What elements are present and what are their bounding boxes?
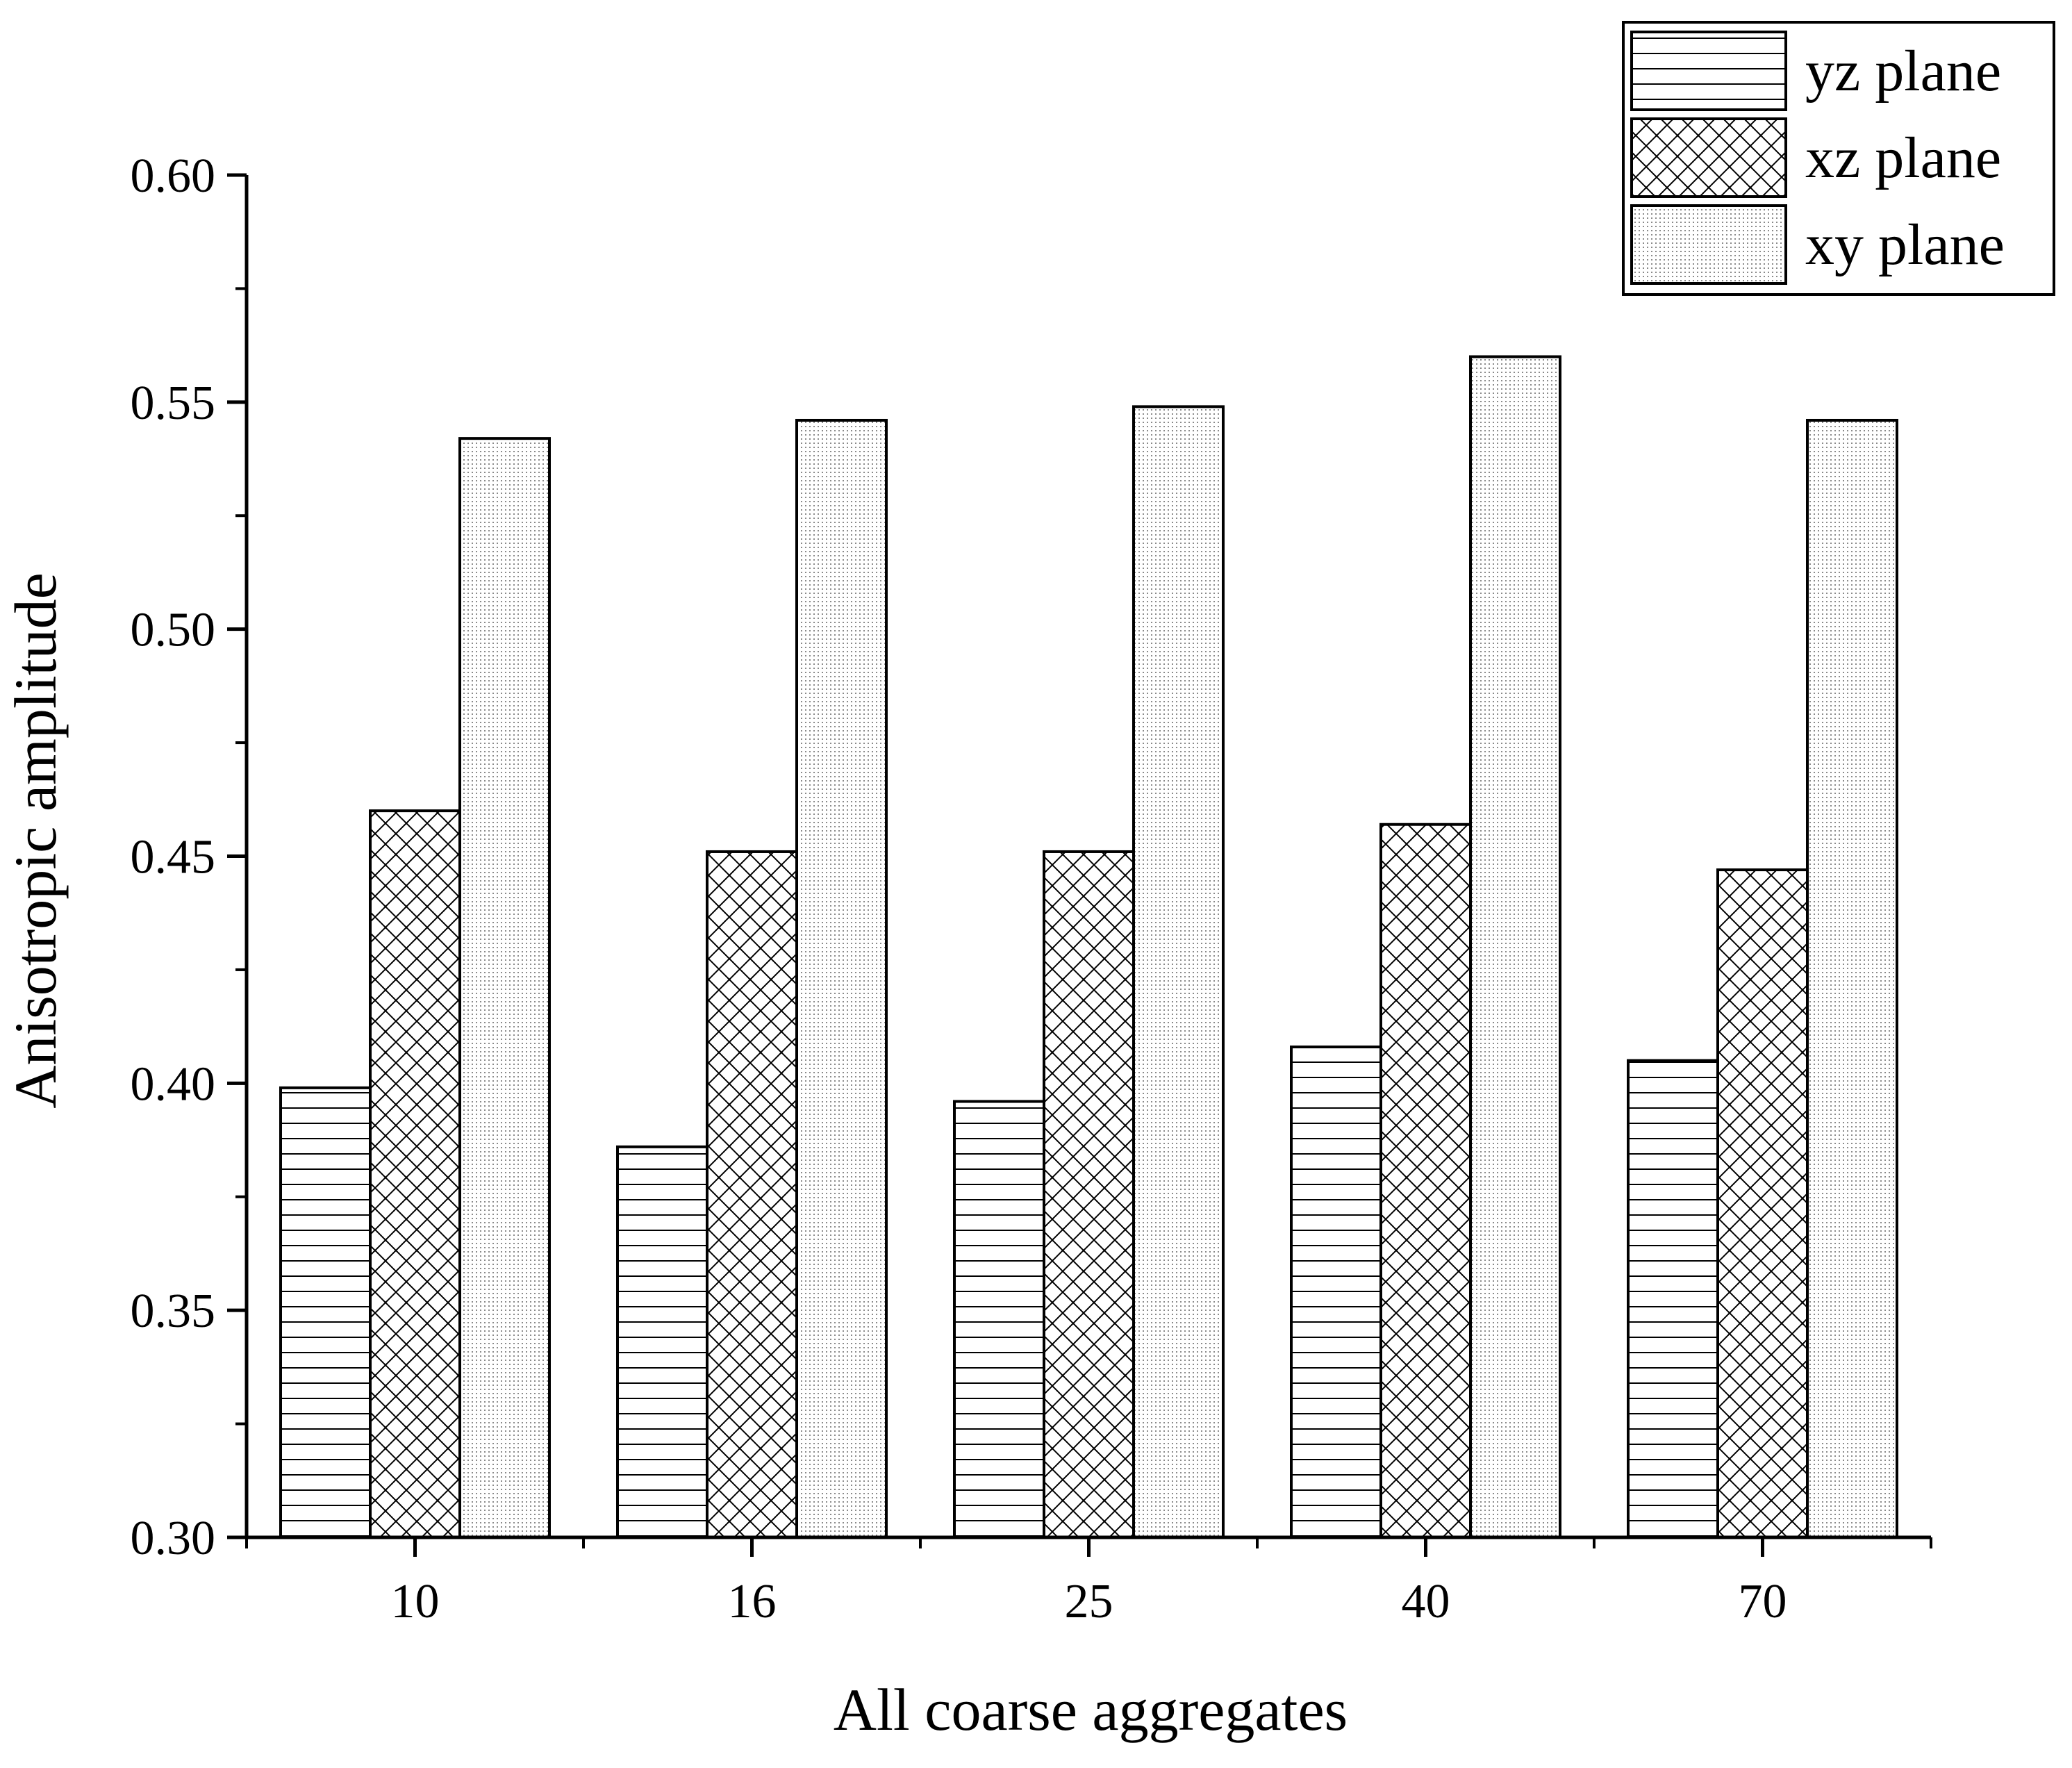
y-tick-label: 0.55 [131,377,216,430]
legend-label-xy-plane: xy plane [1805,213,2005,277]
y-tick-label: 0.45 [131,831,216,884]
legend-swatch-xz-plane [1630,117,1787,198]
x-axis-title: All coarse aggregates [834,1676,1348,1743]
legend-swatch-yz-plane [1630,31,1787,111]
ticks-group: 0.30 0.35 0.40 0.45 0.50 0.55 0.60 10 16 25 40 70 [131,149,1932,1628]
legend-label-yz-plane: yz plane [1805,39,2001,104]
bar-xy-plane-70 [1806,418,1898,1539]
bar-xz-plane-10 [369,809,461,1539]
y-tick-label: 0.40 [131,1057,216,1111]
bar-xy-plane-25 [1132,405,1225,1539]
bar-xz-plane-70 [1716,868,1809,1539]
bar-yz-plane-40 [1290,1046,1382,1539]
x-tick-label: 40 [1402,1575,1450,1628]
y-tick-label: 0.60 [131,149,216,203]
y-tick-label: 0.50 [131,604,216,657]
bar-xz-plane-16 [706,850,798,1539]
bar-yz-plane-25 [953,1100,1045,1539]
x-tick-label: 10 [391,1575,440,1628]
x-tick-label: 25 [1065,1575,1113,1628]
bars-group [279,355,1898,1539]
bar-yz-plane-70 [1627,1059,1719,1539]
bar-xz-plane-40 [1379,823,1472,1539]
x-tick-label: 16 [728,1575,777,1628]
bar-yz-plane-16 [616,1145,708,1539]
y-axis-title: Anisotropic amplitude [2,572,69,1108]
bar-yz-plane-10 [279,1086,372,1539]
bar-xy-plane-40 [1469,355,1561,1539]
bar-xy-plane-10 [458,437,551,1539]
y-tick-label: 0.35 [131,1284,216,1338]
legend-label-xz-plane: xz plane [1805,126,2001,190]
y-tick-label: 0.30 [131,1512,216,1565]
legend: yz plane xz plane xy plane [1622,21,2055,296]
bar-xz-plane-25 [1043,850,1135,1539]
legend-swatch-xy-plane [1630,204,1787,285]
x-tick-label: 70 [1739,1575,1787,1628]
bar-xy-plane-16 [795,418,888,1539]
